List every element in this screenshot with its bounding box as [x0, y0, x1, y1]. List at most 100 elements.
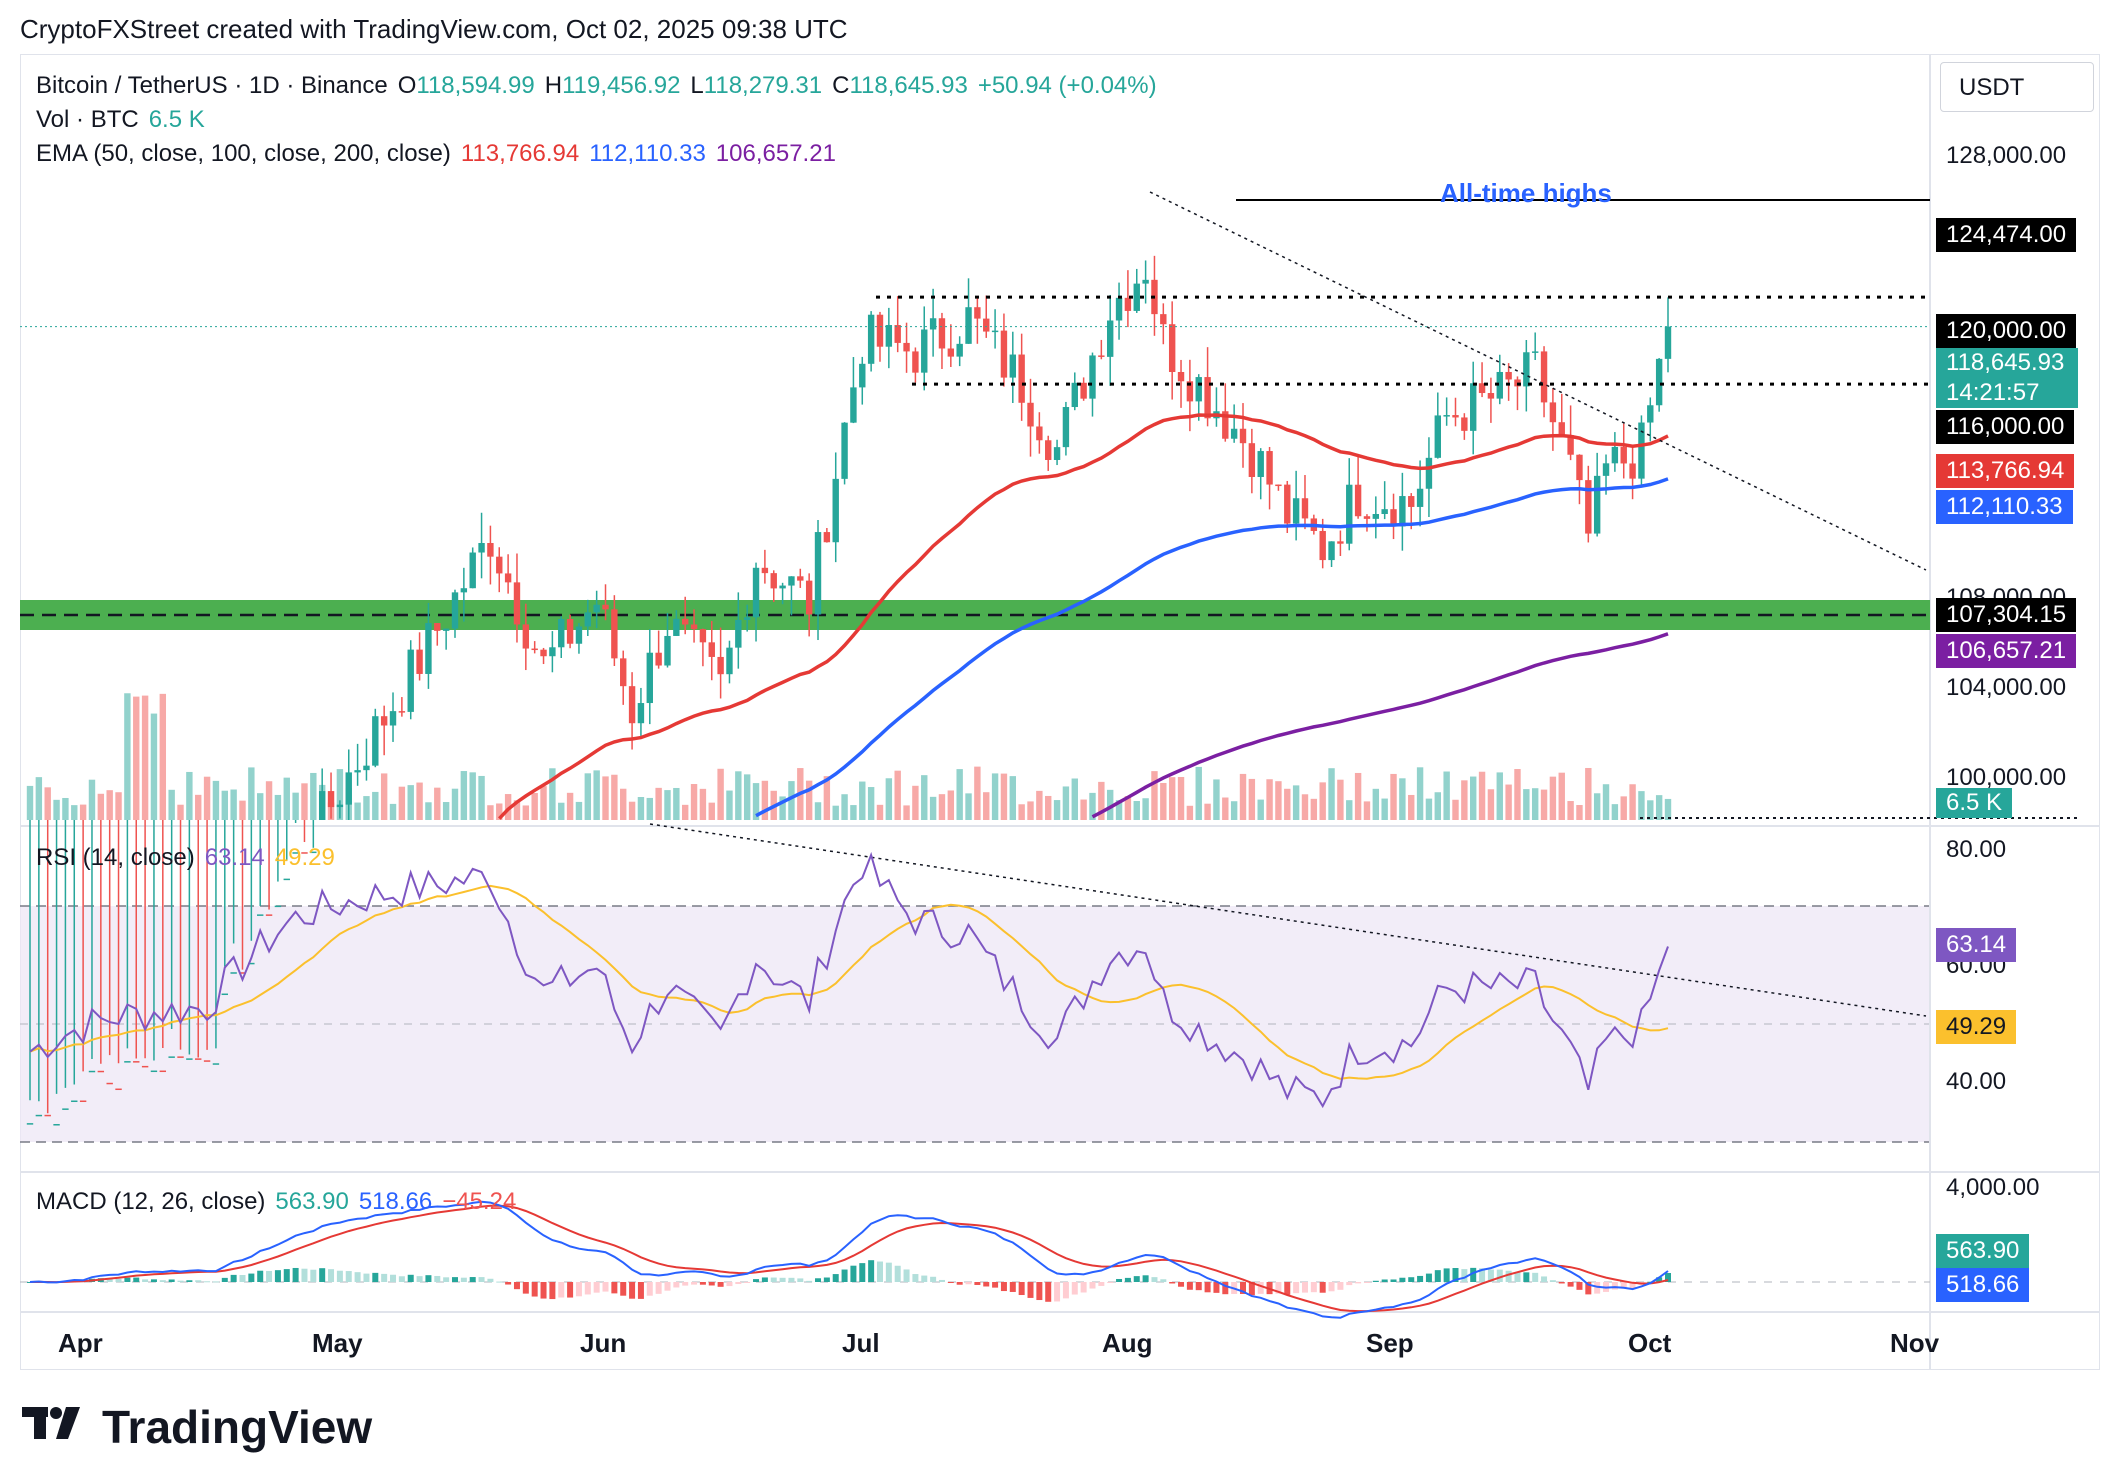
macd-histogram-bar [1222, 1282, 1229, 1295]
month-label: Aug [1102, 1328, 1153, 1358]
volume-bar [1337, 779, 1344, 820]
candle-body [1363, 516, 1371, 519]
macd-histogram-bar [558, 1282, 565, 1298]
volume-bar [655, 787, 662, 820]
volume-bar [1496, 772, 1503, 820]
candle-body [398, 711, 406, 713]
macd-histogram-bar [1576, 1282, 1583, 1290]
macd-histogram-bar [735, 1282, 742, 1285]
volume-bar [487, 805, 494, 820]
volume-bar [451, 788, 459, 820]
close-value: 118,645.93 [849, 72, 968, 99]
macd-histogram-bar [1487, 1269, 1494, 1282]
candle-body [1540, 351, 1548, 403]
candle-body [522, 624, 530, 649]
volume-bar [1257, 799, 1264, 820]
candle-body [478, 542, 485, 553]
macd-histogram-bar [974, 1282, 981, 1285]
rsi-label[interactable]: RSI (14, close) [36, 844, 195, 871]
candle-body [71, 1100, 78, 1103]
candle-body [726, 647, 733, 675]
macd-histogram-bar [682, 1282, 689, 1286]
candle-body [664, 635, 671, 666]
ema-label[interactable]: EMA (50, close, 100, close, 200, close) [36, 140, 451, 167]
macd-label[interactable]: MACD (12, 26, close) [36, 1188, 266, 1215]
volume-bar [805, 780, 813, 820]
candle-body [1346, 484, 1353, 544]
macd-histogram-bar [319, 1268, 326, 1282]
macd-histogram-bar [965, 1282, 972, 1285]
candle-body [1142, 279, 1149, 284]
candle-body [1071, 382, 1078, 408]
volume-bar [372, 791, 379, 820]
ema100-value: 112,110.33 [589, 140, 706, 167]
candle-body [345, 772, 352, 805]
candle-body [682, 618, 689, 625]
volume-bar [929, 796, 937, 820]
candle-body [1080, 382, 1087, 399]
price-tick: 100,000.00 [1946, 764, 2067, 791]
currency-selector[interactable]: USDT [1940, 62, 2094, 112]
macd-histogram-bar [575, 1282, 582, 1297]
candle-body [1664, 326, 1672, 359]
candle-body [1009, 354, 1016, 378]
tradingview-logo[interactable]: TradingView [22, 1400, 372, 1454]
macd-histogram-bar [531, 1282, 538, 1297]
volume-bar [97, 793, 105, 820]
month-label: Sep [1366, 1328, 1414, 1358]
candle-body [115, 1088, 122, 1091]
symbol-label[interactable]: Bitcoin / TetherUS · 1D · Binance [36, 72, 388, 99]
macd-histogram-bar [1142, 1275, 1149, 1282]
macd-histogram-bar [1204, 1282, 1211, 1293]
volume-bar [416, 782, 423, 820]
macd-histogram-bar [1594, 1282, 1601, 1294]
candle-body [1461, 417, 1468, 431]
volume-bar [788, 781, 795, 820]
macd-histogram-bar [1567, 1282, 1574, 1287]
candle-body [1567, 435, 1574, 455]
macd-histogram-bar [1346, 1282, 1353, 1286]
candle-body [770, 573, 777, 589]
candle-body [1593, 475, 1601, 534]
candle-body [938, 318, 946, 349]
macd-histogram-bar [1390, 1279, 1397, 1282]
candle-body [159, 1070, 167, 1073]
volume-bar [1115, 800, 1123, 820]
support-tag: 107,304.15 [1936, 598, 2077, 632]
volume-bar [1071, 778, 1078, 820]
candle-body [1222, 411, 1229, 439]
volume-bar [1443, 771, 1450, 820]
candle-body [575, 626, 583, 644]
candle-body [1638, 422, 1645, 479]
macd-histogram-bar [1620, 1282, 1627, 1289]
macd-line [29, 1200, 1669, 1319]
candle-body [1452, 415, 1459, 418]
macd-histogram-bar [1018, 1282, 1025, 1296]
volume-bar [1036, 790, 1043, 820]
hist-value: −45.24 [442, 1188, 517, 1215]
volume-bar [983, 792, 990, 820]
volume-bar [1328, 768, 1335, 820]
volume-bar [690, 784, 698, 820]
macd-histogram-bar [301, 1268, 308, 1282]
candle-body [407, 649, 414, 712]
volume-bar [531, 792, 538, 820]
volume-bar [1655, 795, 1663, 820]
candle-body [1195, 377, 1202, 402]
volume-bar [885, 778, 893, 820]
macd-histogram-bar [779, 1277, 786, 1282]
macd-histogram-bar [434, 1275, 441, 1282]
candle-body [301, 852, 308, 854]
volume-label[interactable]: Vol · BTC [36, 106, 139, 133]
volume-bar [133, 696, 140, 820]
volume-bar [682, 804, 689, 820]
candle-body [805, 580, 813, 615]
macd-histogram-bar [1408, 1277, 1415, 1282]
macd-histogram-bar [168, 1279, 175, 1282]
volume-bar [903, 805, 910, 820]
volume-bar [558, 802, 565, 820]
candle-body [1496, 371, 1503, 399]
candle-body [53, 1124, 60, 1126]
resistance-116k-tag: 116,000.00 [1936, 410, 2075, 444]
